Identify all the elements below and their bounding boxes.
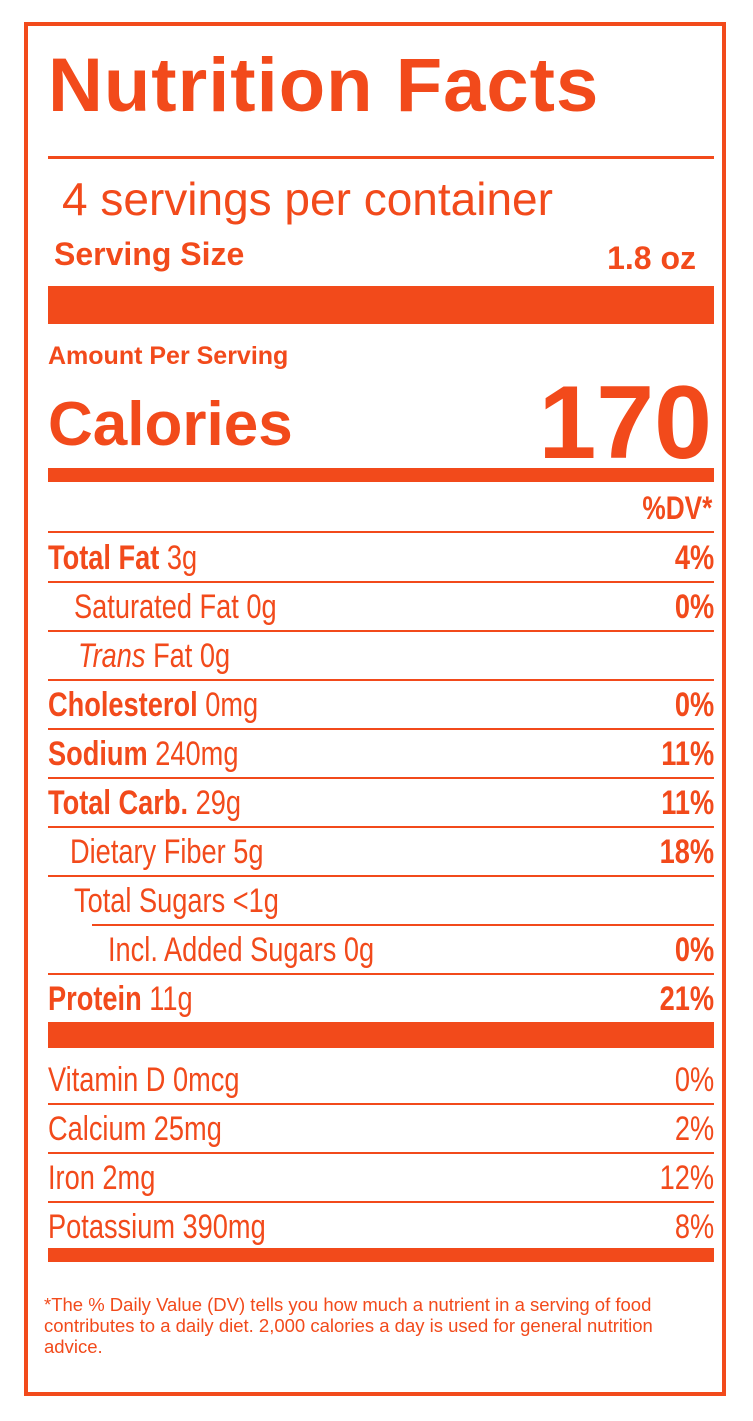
row-divider <box>92 924 714 926</box>
nutrient-name-bold: Total Fat <box>48 539 160 577</box>
nutrient-name: Total Carb. 29g <box>48 785 241 821</box>
serving-size-label: Serving Size <box>54 236 245 272</box>
vitamin-name: Vitamin D 0mcg <box>48 1061 240 1099</box>
nutrient-name: Incl. Added Sugars 0g <box>108 932 374 968</box>
nutrient-amount: 0mg <box>197 686 259 724</box>
nutrient-row: Trans Fat 0g <box>48 632 714 681</box>
row-divider <box>48 826 714 828</box>
nutrient-name-bold: Cholesterol <box>48 686 198 724</box>
nutrient-dv: 21% <box>659 980 714 1018</box>
nutrient-amount: Total Sugars <1g <box>74 882 279 920</box>
row-divider <box>48 728 714 730</box>
daily-value-header: %DV* <box>642 490 712 526</box>
row-divider <box>48 777 714 779</box>
row-divider <box>48 1152 714 1154</box>
thick-bar-top <box>48 286 714 324</box>
nutrient-name: Sodium 240mg <box>48 736 238 772</box>
vitamin-row: Potassium 390mg 8% <box>48 1203 714 1252</box>
nutrient-dv: 0% <box>674 588 714 626</box>
vitamin-dv: 0% <box>674 1061 714 1099</box>
nutrient-dv: 0% <box>674 686 714 724</box>
vitamin-dv: 12% <box>659 1159 714 1197</box>
nutrient-row: Protein 11g 21% <box>48 975 714 1024</box>
label-title: Nutrition Facts <box>48 43 600 128</box>
nutrient-name-italic: Trans <box>78 637 146 675</box>
serving-size-value: 1.8 oz <box>607 240 696 276</box>
calories-label: Calories <box>48 390 293 459</box>
dv-header-line <box>48 531 714 533</box>
nutrient-name: Trans Fat 0g <box>78 638 230 674</box>
nutrient-amount: Dietary Fiber 5g <box>70 833 264 871</box>
nutrient-row: Total Carb. 29g 11% <box>48 779 714 828</box>
row-divider <box>48 630 714 632</box>
thick-bar-middle <box>48 1022 714 1048</box>
vitamin-name: Iron 2mg <box>48 1159 156 1197</box>
nutrient-row: Saturated Fat 0g 0% <box>48 583 714 632</box>
nutrient-amount: 29g <box>188 784 241 822</box>
nutrient-dv: 4% <box>674 539 714 577</box>
nutrient-dv: 0% <box>674 931 714 969</box>
nutrient-name: Dietary Fiber 5g <box>70 834 264 870</box>
row-divider <box>48 679 714 681</box>
nutrient-dv: 18% <box>659 833 714 871</box>
row-divider <box>48 1103 714 1105</box>
nutrient-amount: Fat 0g <box>145 637 231 675</box>
daily-value-footnote: *The % Daily Value (DV) tells you how mu… <box>44 1294 653 1357</box>
nutrition-label: Nutrition Facts 4 servings per container… <box>24 22 726 1396</box>
vitamin-row: Iron 2mg 12% <box>48 1154 714 1203</box>
nutrient-amount: Saturated Fat 0g <box>74 588 277 626</box>
row-divider <box>48 581 714 583</box>
nutrient-name: Saturated Fat 0g <box>74 589 277 625</box>
nutrient-dv: 11% <box>661 784 714 822</box>
nutrient-amount: 11g <box>141 980 193 1018</box>
nutrient-name: Cholesterol 0mg <box>48 687 258 723</box>
row-divider <box>48 1201 714 1203</box>
nutrient-name: Total Sugars <1g <box>74 883 279 919</box>
servings-per-container: 4 servings per container <box>62 173 553 225</box>
vitamin-dv: 8% <box>674 1208 714 1246</box>
nutrient-row: Total Sugars <1g <box>48 877 714 926</box>
nutrient-name-bold: Protein <box>48 980 142 1018</box>
calories-value: 170 <box>538 365 712 481</box>
nutrient-amount: 3g <box>159 539 198 577</box>
title-divider <box>48 156 714 159</box>
nutrient-row: Incl. Added Sugars 0g 0% <box>48 926 714 975</box>
vitamin-name: Calcium 25mg <box>48 1110 222 1148</box>
nutrient-name-bold: Sodium <box>48 735 148 773</box>
nutrient-dv: 11% <box>661 735 714 773</box>
nutrient-row: Dietary Fiber 5g 18% <box>48 828 714 877</box>
calories-bar <box>48 468 714 482</box>
nutrient-name: Total Fat 3g <box>48 540 197 576</box>
nutrient-name: Protein 11g <box>48 981 193 1017</box>
nutrient-amount: Incl. Added Sugars 0g <box>108 931 375 969</box>
vitamin-row: Vitamin D 0mcg 0% <box>48 1056 714 1105</box>
nutrient-amount: 240mg <box>147 735 239 773</box>
row-divider <box>48 973 714 975</box>
vitamin-row: Calcium 25mg 2% <box>48 1105 714 1154</box>
vitamin-name: Potassium 390mg <box>48 1208 266 1246</box>
nutrient-row: Cholesterol 0mg 0% <box>48 681 714 730</box>
thick-bar-bottom <box>48 1248 714 1262</box>
row-divider <box>48 875 714 877</box>
vitamin-dv: 2% <box>674 1110 714 1148</box>
nutrient-row: Total Fat 3g 4% <box>48 534 714 583</box>
nutrient-row: Sodium 240mg 11% <box>48 730 714 779</box>
amount-per-serving: Amount Per Serving <box>48 342 289 370</box>
nutrient-name-bold: Total Carb. <box>48 784 189 822</box>
